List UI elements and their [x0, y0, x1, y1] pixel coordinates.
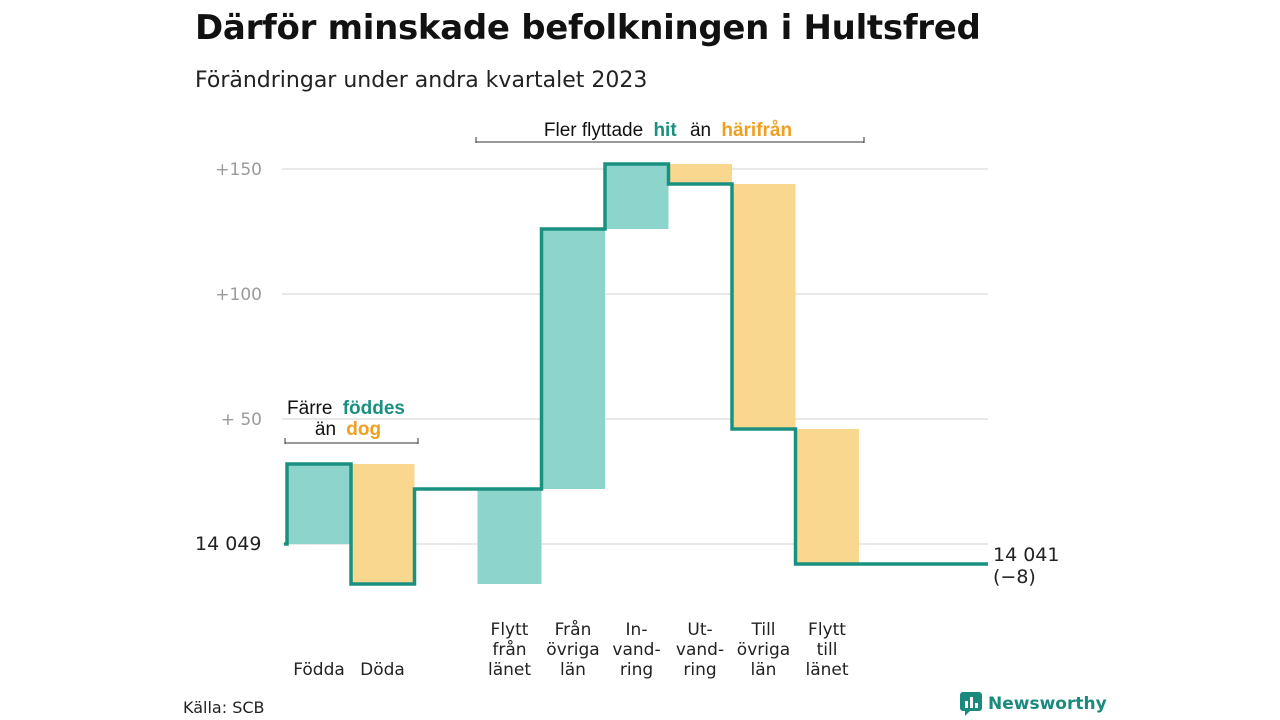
category-label: Från övriga län: [546, 619, 599, 680]
births-annotation-highlight2: dog: [346, 419, 381, 440]
svg-text:Färre föddes: Färre föddes: [287, 398, 405, 419]
category-label: Flytt till länet: [805, 620, 848, 680]
waterfall-bar: [287, 464, 351, 544]
category-label: Flytt från länet: [488, 620, 531, 680]
waterfall-bar: [668, 164, 732, 184]
brand: Newsworthy: [960, 692, 1107, 716]
migration-annotation-word2: än: [690, 120, 711, 141]
migration-annotation-word: Fler flyttade: [544, 120, 643, 141]
category-label: Döda: [360, 660, 405, 680]
waterfall-bar: [795, 429, 859, 564]
svg-text:än dog: än dog: [315, 419, 381, 440]
waterfall-bar: [477, 489, 542, 584]
births-annotation-highlight: föddes: [343, 398, 405, 419]
start-value-label: 14 049: [195, 533, 261, 555]
end-value-label: 14 041: [993, 544, 1059, 566]
chart-title: Därför minskade befolkningen i Hultsfred: [195, 8, 981, 48]
waterfall-bar: [350, 464, 415, 584]
births-annotation: Färre föddes än dog: [284, 398, 419, 444]
brand-name: Newsworthy: [988, 694, 1107, 714]
waterfall-bar: [731, 184, 796, 429]
cumulative-step-line: [284, 162, 988, 586]
migration-annotation-bracket: [475, 137, 865, 143]
svg-text:Fler flyttade hit: Fler flyttade hit än härifrån: [544, 120, 792, 141]
births-annotation-word: Färre: [287, 398, 332, 419]
category-label: Ut-vand-ring: [676, 620, 724, 680]
category-label: Till övriga län: [737, 620, 790, 680]
category-label: Födda: [293, 660, 345, 680]
category-labels: Födda Döda Flytt från länet Från övriga län In-v…: [293, 619, 849, 680]
y-tick-label: + 50: [221, 410, 262, 430]
migration-annotation-highlight2: härifrån: [721, 120, 792, 141]
waterfall-bars: [287, 164, 859, 584]
chart-subtitle: Förändringar under andra kvartalet 2023: [195, 68, 648, 93]
category-label: In-vand-ring: [612, 620, 660, 680]
births-annotation-word2: än: [315, 419, 336, 440]
end-change-label: (−8): [993, 566, 1036, 588]
births-annotation-bracket: [284, 438, 419, 444]
waterfall-bar: [604, 164, 669, 229]
migration-annotation: Fler flyttade hit än härifrån: [475, 120, 865, 143]
y-tick-label: +150: [215, 160, 262, 180]
waterfall-bar: [541, 229, 605, 489]
source-note: Källa: SCB: [183, 698, 265, 717]
y-tick-label: +100: [215, 285, 262, 305]
newsworthy-logo-icon: [960, 692, 982, 716]
y-tick-labels: + 50 +100 +150: [215, 160, 262, 430]
migration-annotation-highlight: hit: [653, 120, 677, 141]
